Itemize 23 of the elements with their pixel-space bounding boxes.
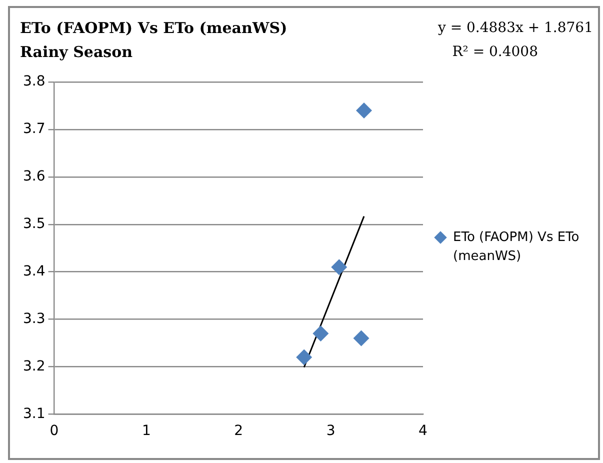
text: R² = 0.4008 <box>451 43 539 62</box>
point <box>331 259 348 276</box>
y-tick-label: 3.1 <box>23 406 46 422</box>
point <box>312 326 329 342</box>
y-tick-label: 3.2 <box>23 358 46 374</box>
x-tick-label: 0 <box>50 423 59 440</box>
y-tick-label: 3.7 <box>23 121 46 138</box>
legend-label: ETo (FAOPM) Vs ETo (meanWS) <box>453 229 580 266</box>
y-tick-label: 3.6 <box>23 168 46 185</box>
point <box>296 349 312 366</box>
point <box>356 102 372 118</box>
x-tick-label: 2 <box>234 423 244 440</box>
x-tick-label: 1 <box>142 423 151 440</box>
y-tick-label: 3.8 <box>23 74 46 90</box>
text: y = 0.4883x + 1.8761 <box>438 19 593 38</box>
point <box>353 330 370 346</box>
x-tick-label: 4 <box>418 423 428 440</box>
x-tick-label: 3 <box>326 423 336 440</box>
y-tick-label: 3.4 <box>23 263 46 280</box>
chart-subtitle: Rainy Season <box>20 42 134 63</box>
y-tick-label: 3.3 <box>23 310 46 327</box>
y-tick-label: 3.5 <box>23 216 46 232</box>
chart-title: ETo (FAOPM) Vs ETo (meanWS) <box>20 18 288 39</box>
